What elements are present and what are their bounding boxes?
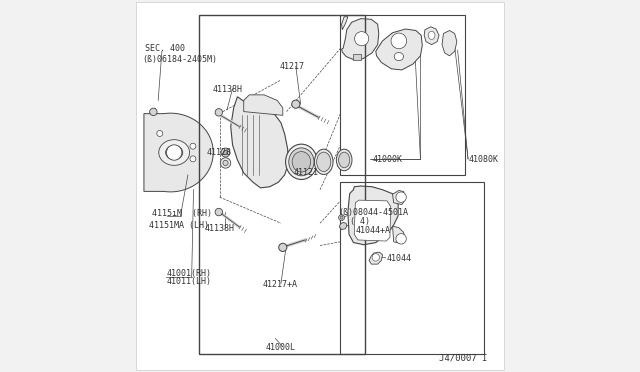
Circle shape <box>372 254 380 261</box>
Polygon shape <box>339 222 347 230</box>
Text: 41011(LH): 41011(LH) <box>167 278 212 286</box>
Text: (ß)06184-2405M): (ß)06184-2405M) <box>142 55 217 64</box>
Bar <box>199 15 365 354</box>
Text: 41080K: 41080K <box>468 155 499 164</box>
Ellipse shape <box>391 33 406 49</box>
Ellipse shape <box>314 149 333 174</box>
Circle shape <box>340 216 343 219</box>
Ellipse shape <box>159 140 189 166</box>
Polygon shape <box>342 17 348 30</box>
Text: J4/0007 I: J4/0007 I <box>439 353 488 362</box>
Circle shape <box>157 131 163 137</box>
Polygon shape <box>244 95 283 115</box>
Ellipse shape <box>278 243 287 251</box>
Ellipse shape <box>166 145 183 160</box>
Polygon shape <box>369 252 383 264</box>
Ellipse shape <box>292 100 300 108</box>
Circle shape <box>396 234 406 244</box>
Bar <box>340 15 465 175</box>
Polygon shape <box>353 54 361 60</box>
Text: 41000K: 41000K <box>372 155 402 164</box>
Circle shape <box>166 145 182 160</box>
Circle shape <box>220 158 231 168</box>
Text: SEC. 400: SEC. 400 <box>145 44 185 53</box>
Ellipse shape <box>215 208 223 216</box>
Text: 41217: 41217 <box>279 62 304 71</box>
Text: 41044: 41044 <box>387 254 412 263</box>
Ellipse shape <box>394 52 403 61</box>
Polygon shape <box>376 29 422 70</box>
Text: (ß)08044-4501A: (ß)08044-4501A <box>338 208 408 217</box>
Circle shape <box>190 156 196 162</box>
Text: 41217+A: 41217+A <box>262 280 298 289</box>
Text: ( 4): ( 4) <box>349 217 370 226</box>
Ellipse shape <box>285 144 317 180</box>
Text: 41121: 41121 <box>294 169 319 177</box>
Polygon shape <box>231 97 289 188</box>
Ellipse shape <box>339 152 349 168</box>
Circle shape <box>150 108 157 116</box>
Text: 4115ıM  (RH): 4115ıM (RH) <box>152 209 212 218</box>
Circle shape <box>223 160 228 166</box>
Ellipse shape <box>337 149 352 171</box>
Ellipse shape <box>215 109 223 116</box>
Circle shape <box>223 150 228 155</box>
Text: 41001(RH): 41001(RH) <box>167 269 212 278</box>
Bar <box>340 182 484 354</box>
Polygon shape <box>442 31 457 56</box>
Polygon shape <box>392 226 405 244</box>
Circle shape <box>190 143 196 149</box>
Polygon shape <box>144 113 213 192</box>
Text: 41138H: 41138H <box>205 224 235 233</box>
Polygon shape <box>342 19 379 60</box>
Ellipse shape <box>292 152 310 172</box>
Circle shape <box>396 192 406 202</box>
Text: 41151MA (LH): 41151MA (LH) <box>149 221 209 230</box>
Text: 41138H: 41138H <box>212 85 242 94</box>
Polygon shape <box>348 186 398 245</box>
Circle shape <box>339 215 344 221</box>
Polygon shape <box>354 200 390 241</box>
Ellipse shape <box>355 32 369 46</box>
Text: 41044+A: 41044+A <box>355 226 390 235</box>
Circle shape <box>221 148 230 157</box>
Polygon shape <box>424 27 439 45</box>
Ellipse shape <box>317 152 331 171</box>
Ellipse shape <box>289 148 314 176</box>
Text: 41128: 41128 <box>207 148 232 157</box>
Ellipse shape <box>428 31 435 39</box>
Polygon shape <box>392 190 405 205</box>
Text: 41000L: 41000L <box>266 343 296 352</box>
